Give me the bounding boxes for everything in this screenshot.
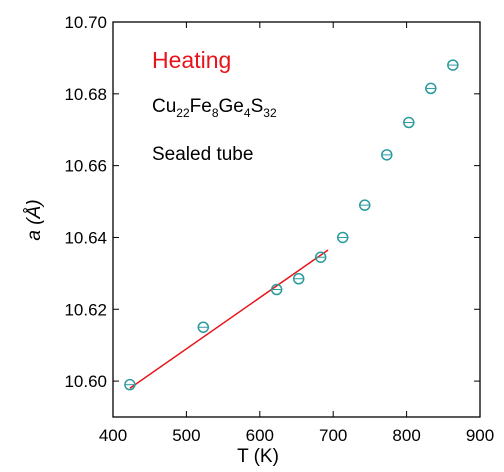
formula-subscript: 22 — [176, 106, 190, 120]
formula-subscript: 8 — [212, 106, 219, 120]
formula-element: Fe — [190, 96, 212, 117]
x-tick-label: 900 — [466, 426, 494, 445]
fit-line — [129, 249, 329, 389]
condition-label: Sealed tube — [152, 144, 253, 165]
formula: Cu22Fe8Ge4S32 — [152, 96, 277, 120]
x-tick-label: 700 — [319, 426, 347, 445]
y-axis-label: a (Å) — [24, 199, 45, 240]
y-tick-label: 10.62 — [64, 300, 107, 319]
formula-subscript: 32 — [263, 106, 277, 120]
x-tick-label: 600 — [246, 426, 274, 445]
x-axis-label: T (K) — [237, 446, 279, 467]
y-tick-label: 10.66 — [64, 157, 107, 176]
formula-element: Ge — [219, 96, 244, 117]
formula-element: S — [251, 96, 264, 117]
y-tick-label: 10.70 — [64, 13, 107, 32]
heating-label: Heating — [152, 47, 231, 73]
x-tick-label: 400 — [99, 426, 127, 445]
plot-frame — [112, 21, 481, 418]
y-tick-label: 10.64 — [64, 228, 107, 247]
x-tick-label: 800 — [392, 426, 420, 445]
formula-element: Cu — [152, 96, 176, 117]
y-tick-label: 10.60 — [64, 372, 107, 391]
formula-subscript: 4 — [244, 106, 251, 120]
x-tick-label: 500 — [172, 426, 200, 445]
y-tick-label: 10.68 — [64, 85, 107, 104]
